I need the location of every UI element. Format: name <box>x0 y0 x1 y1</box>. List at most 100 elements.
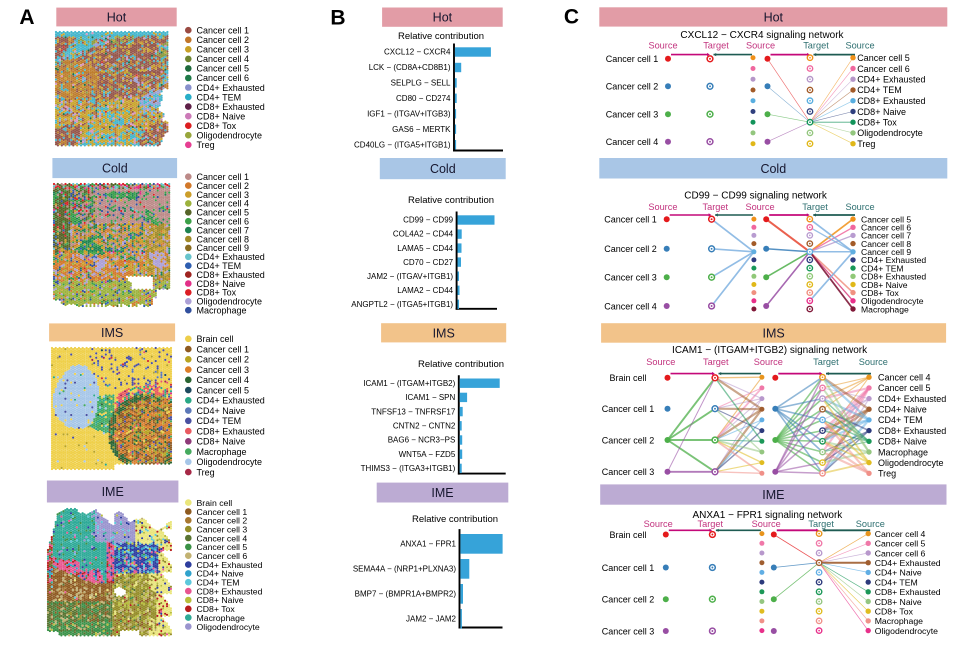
svg-text:Cancer cell 3: Cancer cell 3 <box>197 365 250 375</box>
svg-text:Cancer cell 3: Cancer cell 3 <box>604 273 657 283</box>
svg-text:CD80 − CD274: CD80 − CD274 <box>396 94 451 103</box>
svg-text:JAM2 − JAM2: JAM2 − JAM2 <box>406 615 457 624</box>
svg-text:BAG6 − NCR3−PS: BAG6 − NCR3−PS <box>388 436 456 445</box>
svg-text:Source: Source <box>644 519 673 529</box>
svg-text:CD8+ Tox: CD8+ Tox <box>197 121 237 131</box>
svg-text:Cancer cell 4: Cancer cell 4 <box>197 54 250 64</box>
svg-text:Oligodendrocyte: Oligodendrocyte <box>861 296 924 306</box>
svg-text:TNFSF13 − TNFRSF17: TNFSF13 − TNFRSF17 <box>371 407 456 416</box>
svg-text:CD8+ Tox: CD8+ Tox <box>857 118 897 128</box>
svg-text:Cancer cell 5: Cancer cell 5 <box>197 385 250 395</box>
svg-text:CD8+ Exhausted: CD8+ Exhausted <box>857 96 925 106</box>
svg-text:Relative contribution: Relative contribution <box>412 514 498 525</box>
svg-text:Source: Source <box>845 41 874 51</box>
svg-text:CD4+ TEM: CD4+ TEM <box>197 92 242 102</box>
svg-text:CD8+ Exhausted: CD8+ Exhausted <box>197 102 265 112</box>
svg-text:Target: Target <box>802 202 828 212</box>
svg-text:CD4+ TEM: CD4+ TEM <box>197 261 242 271</box>
svg-text:LCK − (CD8A+CD8B1): LCK − (CD8A+CD8B1) <box>369 63 451 72</box>
svg-text:Cancer cell 3: Cancer cell 3 <box>606 110 659 120</box>
svg-text:Cancer cell 2: Cancer cell 2 <box>197 181 250 191</box>
svg-text:Cancer cell 5: Cancer cell 5 <box>197 64 250 74</box>
svg-text:SEMA4A − (NRP1+PLXNA3): SEMA4A − (NRP1+PLXNA3) <box>353 565 456 574</box>
svg-text:BMP7 − (BMPR1A+BMPR2): BMP7 − (BMPR1A+BMPR2) <box>355 590 457 599</box>
svg-text:CNTN2 − CNTN2: CNTN2 − CNTN2 <box>393 422 456 431</box>
svg-text:Cancer cell 6: Cancer cell 6 <box>197 551 248 561</box>
svg-text:Source: Source <box>845 202 874 212</box>
svg-text:Cancer cell 1: Cancer cell 1 <box>197 344 250 354</box>
svg-text:IGF1 − (ITGAV+ITGB3): IGF1 − (ITGAV+ITGB3) <box>367 110 451 119</box>
svg-text:CD8+ Exhausted: CD8+ Exhausted <box>878 426 946 436</box>
svg-text:IME: IME <box>102 485 124 499</box>
svg-text:CD4+ Naive: CD4+ Naive <box>875 568 922 578</box>
svg-text:Oligodendrocyte: Oligodendrocyte <box>857 128 923 138</box>
svg-text:Cancer cell 1: Cancer cell 1 <box>602 563 655 573</box>
svg-text:Cancer cell 4: Cancer cell 4 <box>604 301 657 311</box>
svg-text:CD8+ Naive: CD8+ Naive <box>861 280 908 290</box>
svg-text:IMS: IMS <box>101 326 123 340</box>
svg-text:Cancer cell 2: Cancer cell 2 <box>197 35 250 45</box>
svg-text:CD4+ Exhausted: CD4+ Exhausted <box>197 252 265 262</box>
svg-text:ICAM1 − (ITGAM+ITGB2) signalin: ICAM1 − (ITGAM+ITGB2) signaling network <box>672 345 868 356</box>
svg-text:Cancer cell 5: Cancer cell 5 <box>875 539 926 549</box>
svg-text:Cancer cell 4: Cancer cell 4 <box>197 375 250 385</box>
svg-text:CD8+ Exhausted: CD8+ Exhausted <box>875 587 941 597</box>
svg-text:Macrophage: Macrophage <box>197 447 247 457</box>
svg-text:CD4+ Exhausted: CD4+ Exhausted <box>875 558 941 568</box>
svg-text:Target: Target <box>703 202 729 212</box>
svg-text:Macrophage: Macrophage <box>197 306 247 316</box>
svg-text:COL4A2 − CD44: COL4A2 − CD44 <box>393 230 454 239</box>
svg-text:Source: Source <box>646 357 675 367</box>
svg-text:Cancer cell 2: Cancer cell 2 <box>602 435 655 445</box>
svg-text:Macrophage: Macrophage <box>197 613 245 623</box>
svg-text:Source: Source <box>754 357 783 367</box>
svg-text:CD4+ TEM: CD4+ TEM <box>857 85 902 95</box>
svg-text:CD4+ Exhausted: CD4+ Exhausted <box>857 75 925 85</box>
svg-text:Cancer cell 1: Cancer cell 1 <box>604 215 657 225</box>
svg-text:IME: IME <box>762 488 784 502</box>
svg-text:Cancer cell 1: Cancer cell 1 <box>197 172 250 182</box>
svg-text:CD4+ Exhausted: CD4+ Exhausted <box>197 396 265 406</box>
svg-text:Cancer cell 4: Cancer cell 4 <box>197 533 248 543</box>
svg-text:CD8+ Naive: CD8+ Naive <box>197 112 246 122</box>
svg-text:Oligodendrocyte: Oligodendrocyte <box>197 457 263 467</box>
svg-text:Cancer cell 1: Cancer cell 1 <box>606 54 659 64</box>
svg-text:Brain cell: Brain cell <box>609 530 646 540</box>
svg-text:Oligodendrocyte: Oligodendrocyte <box>197 622 260 632</box>
svg-text:Cancer cell 5: Cancer cell 5 <box>861 214 911 224</box>
svg-text:CD8+ Exhausted: CD8+ Exhausted <box>197 586 263 596</box>
svg-text:CD8+ Exhausted: CD8+ Exhausted <box>197 270 265 280</box>
svg-text:Cold: Cold <box>430 162 456 176</box>
svg-text:Hot: Hot <box>764 10 784 24</box>
svg-text:Cancer cell 3: Cancer cell 3 <box>197 524 248 534</box>
svg-text:Cancer cell 3: Cancer cell 3 <box>197 190 250 200</box>
svg-text:Cancer cell 6: Cancer cell 6 <box>197 217 250 227</box>
svg-text:Target: Target <box>698 519 724 529</box>
svg-text:Oligodendrocyte: Oligodendrocyte <box>197 297 263 307</box>
svg-text:CD8+ Naive: CD8+ Naive <box>197 279 246 289</box>
svg-text:C: C <box>564 5 579 28</box>
svg-text:Source: Source <box>648 202 677 212</box>
svg-text:Cancer cell 6: Cancer cell 6 <box>197 73 250 83</box>
svg-text:SELPLG − SELL: SELPLG − SELL <box>391 79 451 88</box>
svg-text:Treg: Treg <box>857 139 875 149</box>
svg-text:IME: IME <box>431 486 453 500</box>
svg-text:Cold: Cold <box>102 162 128 176</box>
svg-text:Cancer cell 2: Cancer cell 2 <box>602 595 655 605</box>
svg-text:Treg: Treg <box>878 469 896 479</box>
svg-text:Source: Source <box>859 357 888 367</box>
svg-text:Cancer cell 4: Cancer cell 4 <box>878 373 931 383</box>
svg-text:Hot: Hot <box>433 11 453 25</box>
svg-text:Cancer cell 3: Cancer cell 3 <box>602 626 655 636</box>
svg-text:CD8+ Tox: CD8+ Tox <box>197 604 236 614</box>
svg-text:Cancer cell 4: Cancer cell 4 <box>606 137 659 147</box>
svg-text:Cancer cell 8: Cancer cell 8 <box>197 234 250 244</box>
svg-text:Oligodendrocyte: Oligodendrocyte <box>875 626 938 636</box>
svg-text:JAM2 − (ITGAV+ITGB1): JAM2 − (ITGAV+ITGB1) <box>367 272 453 281</box>
svg-text:CD99 − CD99 signaling network: CD99 − CD99 signaling network <box>684 191 828 202</box>
svg-text:Macrophage: Macrophage <box>878 447 928 457</box>
svg-text:LAMA5 − CD44: LAMA5 − CD44 <box>397 244 453 253</box>
svg-text:CD8+ Naive: CD8+ Naive <box>875 597 922 607</box>
svg-text:Cancer cell 9: Cancer cell 9 <box>861 247 911 257</box>
svg-text:Cancer cell 3: Cancer cell 3 <box>197 45 250 55</box>
